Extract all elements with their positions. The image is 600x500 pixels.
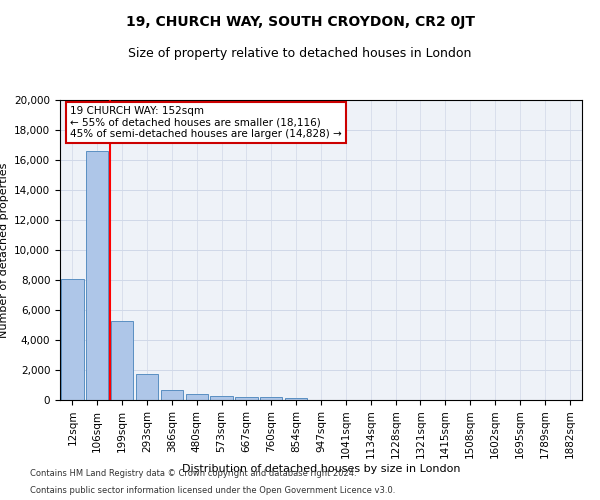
Bar <box>161 390 183 400</box>
Bar <box>185 394 208 400</box>
Bar <box>285 398 307 400</box>
Bar <box>136 374 158 400</box>
Bar <box>260 397 283 400</box>
Bar <box>235 396 257 400</box>
Text: Size of property relative to detached houses in London: Size of property relative to detached ho… <box>128 48 472 60</box>
Bar <box>111 320 133 400</box>
Y-axis label: Number of detached properties: Number of detached properties <box>0 162 8 338</box>
Text: 19, CHURCH WAY, SOUTH CROYDON, CR2 0JT: 19, CHURCH WAY, SOUTH CROYDON, CR2 0JT <box>125 15 475 29</box>
Text: Contains public sector information licensed under the Open Government Licence v3: Contains public sector information licen… <box>30 486 395 495</box>
Bar <box>86 151 109 400</box>
Text: 19 CHURCH WAY: 152sqm
← 55% of detached houses are smaller (18,116)
45% of semi-: 19 CHURCH WAY: 152sqm ← 55% of detached … <box>70 106 342 139</box>
X-axis label: Distribution of detached houses by size in London: Distribution of detached houses by size … <box>182 464 460 474</box>
Bar <box>61 278 83 400</box>
Bar <box>211 396 233 400</box>
Text: Contains HM Land Registry data © Crown copyright and database right 2024.: Contains HM Land Registry data © Crown c… <box>30 468 356 477</box>
